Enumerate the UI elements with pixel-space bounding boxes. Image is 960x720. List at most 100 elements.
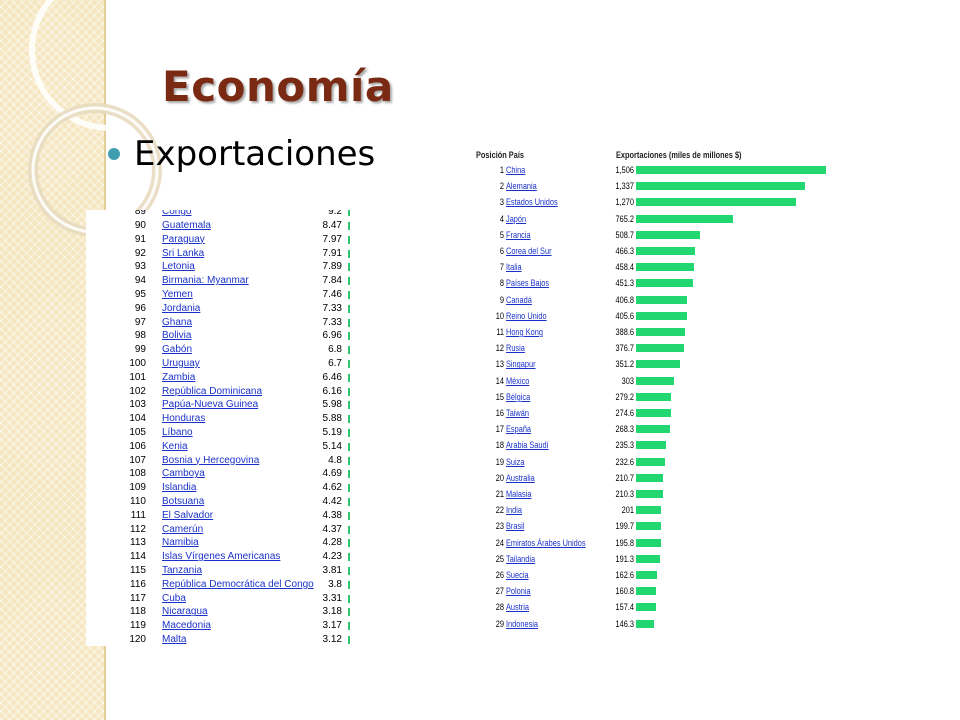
data-label: 458.4 [615, 262, 634, 273]
rank: 106 [129, 440, 146, 452]
country-link[interactable]: República Dominicana [162, 385, 263, 397]
bar [636, 166, 826, 174]
rank: 104 [129, 413, 146, 425]
rank-label: 15 [495, 391, 504, 402]
bar [636, 344, 684, 353]
list-item: 90 Guatemala 8.47 [86, 219, 350, 233]
country-link[interactable]: Islandia [162, 482, 197, 494]
country-link[interactable]: Botsuana [162, 496, 205, 507]
country-link[interactable]: Honduras [162, 413, 206, 425]
export-value: 3.81 [322, 565, 342, 576]
country-link[interactable]: Malta [162, 634, 187, 645]
country-link[interactable]: Rusia [506, 343, 525, 354]
value-bar [348, 277, 350, 286]
country-link[interactable]: Tailandia [506, 553, 536, 564]
country-link[interactable]: Italia [506, 262, 522, 273]
country-link[interactable]: Suiza [506, 456, 525, 467]
country-link[interactable]: Guatemala [162, 220, 211, 231]
rank-label: 16 [495, 408, 504, 418]
country-link[interactable]: Namibia [162, 537, 199, 549]
country-link[interactable]: Arabia Saudí [506, 440, 549, 451]
country-link[interactable]: Bolivia [162, 330, 192, 342]
country-link[interactable]: Nicaragua [162, 606, 208, 618]
country-link[interactable]: Uruguay [162, 358, 200, 369]
country-link[interactable]: Papúa-Nueva Guinea [162, 399, 259, 411]
country-link[interactable]: El Salvador [162, 509, 214, 521]
country-link[interactable]: Kenia [162, 440, 188, 452]
list-item: 114 Islas Vírgenes Americanas 4.23 [86, 550, 350, 564]
country-link[interactable]: Ghana [162, 316, 193, 328]
country-link[interactable]: Singapur [506, 359, 536, 370]
country-link[interactable]: Alemania [506, 181, 537, 192]
country-link[interactable]: España [506, 424, 532, 435]
rank: 112 [130, 523, 146, 535]
data-label: 191.3 [615, 553, 634, 564]
rank: 114 [130, 551, 146, 563]
country-link[interactable]: Polonia [506, 586, 531, 597]
data-label: 1,270 [615, 197, 634, 208]
rank-label: 20 [495, 472, 504, 483]
country-link[interactable]: Tanzania [162, 565, 203, 576]
country-link[interactable]: Gabón [162, 344, 193, 356]
rank: 103 [129, 399, 146, 411]
export-value: 4.62 [322, 482, 342, 494]
country-link[interactable]: Brasil [506, 521, 525, 532]
value-bar [348, 210, 350, 216]
country-link[interactable]: Indonesia [506, 618, 539, 629]
country-link[interactable]: Birmania: Myanmar [162, 275, 249, 287]
country-link[interactable]: Malasia [506, 489, 532, 499]
country-link[interactable]: Yemen [162, 289, 193, 300]
chart-row: 27 Polonia 160.8 [470, 584, 850, 598]
rank: 107 [129, 454, 146, 466]
rank-label: 23 [495, 521, 504, 532]
country-link[interactable]: Congo [162, 210, 192, 217]
country-link[interactable]: India [506, 505, 523, 516]
bullet-text: Exportaciones [134, 134, 376, 174]
country-link[interactable]: Zambia [162, 371, 196, 383]
list-item: 116 República Democrática del Congo 3.8 [86, 578, 350, 592]
data-label: 376.7 [615, 343, 634, 354]
country-link[interactable]: Bélgica [506, 391, 531, 402]
country-link[interactable]: Jordania [162, 302, 201, 314]
chart-row: 26 Suecia 162.6 [470, 568, 850, 582]
country-link[interactable]: Cuba [162, 592, 186, 604]
country-link[interactable]: Estados Unidos [506, 197, 558, 208]
data-label: 160.8 [615, 586, 634, 597]
country-link[interactable]: Paraguay [162, 233, 205, 245]
country-link[interactable]: Corea del Sur [506, 246, 552, 256]
country-link[interactable]: Reino Unido [506, 310, 547, 321]
bar [636, 441, 666, 450]
list-item: 108 Camboya 4.69 [86, 467, 350, 481]
chart-row: 4 Japón 765.2 [470, 212, 850, 226]
country-link[interactable]: Australia [506, 472, 535, 483]
chart-row: 2 Alemania 1,337 [470, 179, 850, 193]
rank: 90 [134, 220, 146, 231]
country-link[interactable]: Sri Lanka [162, 247, 205, 259]
country-link[interactable]: Japón [506, 213, 527, 224]
chart-row: 21 Malasia 210.3 [470, 487, 850, 501]
country-link[interactable]: Letonia [162, 261, 195, 273]
country-link[interactable]: Suecia [506, 570, 529, 580]
country-link[interactable]: Canadá [506, 294, 532, 305]
rank-label: 6 [499, 246, 504, 256]
country-link[interactable]: Francia [506, 229, 531, 240]
country-link[interactable]: Taiwán [506, 408, 529, 418]
list-item: 103 Papúa-Nueva Guinea 5.98 [86, 398, 350, 412]
country-link[interactable]: Países Bajos [506, 278, 550, 289]
country-link[interactable]: México [506, 375, 530, 386]
country-link[interactable]: Líbano [162, 427, 193, 438]
country-link[interactable]: Camerún [162, 523, 204, 535]
country-link[interactable]: Camboya [162, 468, 205, 480]
country-link[interactable]: Emiratos Árabes Unidos [506, 537, 586, 548]
country-link[interactable]: Islas Vírgenes Americanas [162, 551, 281, 563]
country-link[interactable]: Hong Kong [506, 327, 543, 337]
country-link[interactable]: Macedonia [162, 620, 211, 632]
country-link[interactable]: Austria [506, 602, 529, 613]
list-item: 99 Gabón 6.8 [86, 343, 350, 357]
country-link[interactable]: China [506, 165, 526, 175]
country-link[interactable]: República Democrática del Congo [162, 578, 314, 590]
country-link[interactable]: Bosnia y Hercegovina [162, 454, 260, 466]
bar [636, 490, 663, 498]
rank: 116 [130, 578, 146, 590]
list-item: 120 Malta 3.12 [86, 633, 350, 646]
